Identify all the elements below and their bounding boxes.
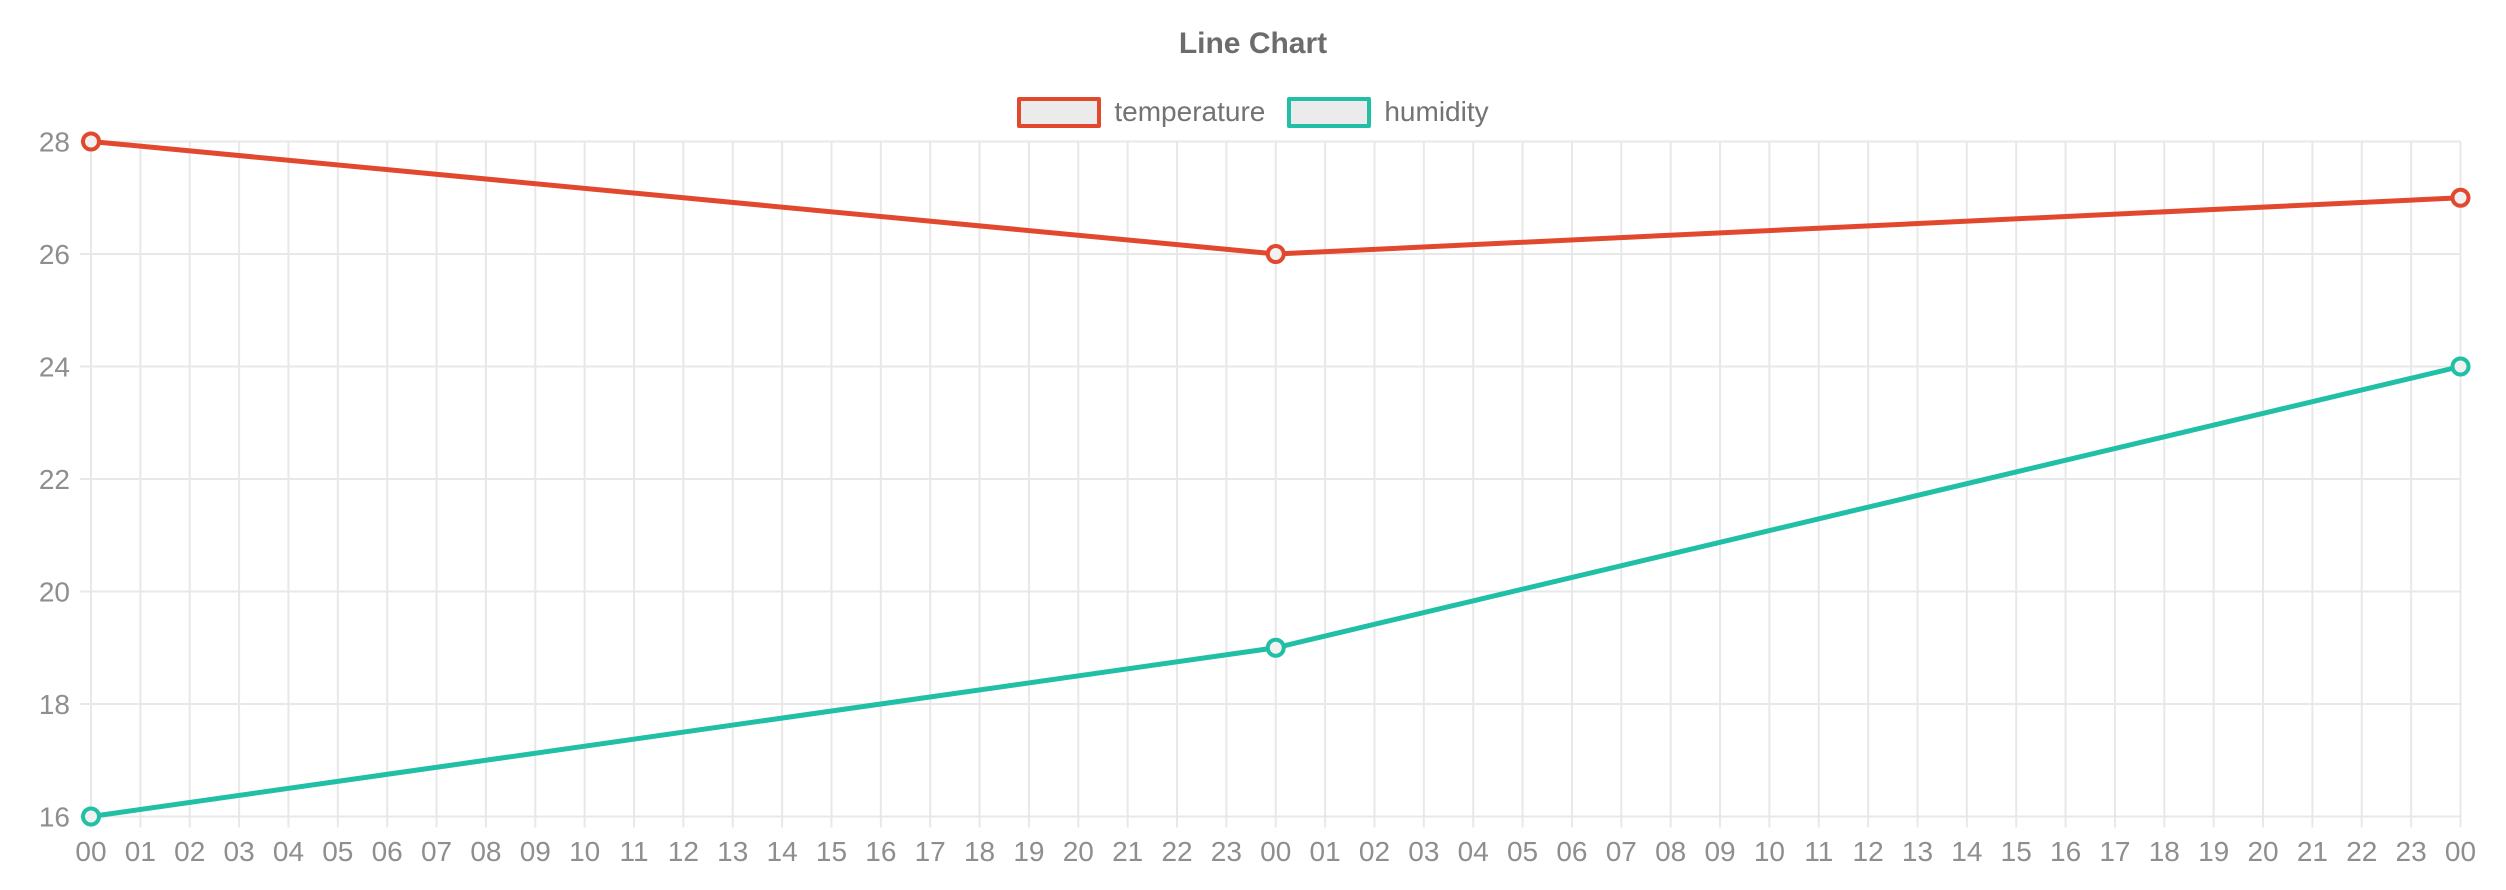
humidity-point[interactable]: [2450, 356, 2471, 377]
humidity-point[interactable]: [1265, 637, 1286, 658]
x-tick-label: 12: [668, 836, 699, 867]
legend-item-humidity[interactable]: humidity: [1287, 96, 1489, 128]
y-tick-label: 26: [39, 239, 70, 270]
x-tick-label: 21: [2297, 836, 2328, 867]
x-tick-label: 20: [1063, 836, 1094, 867]
humidity-point[interactable]: [81, 806, 101, 827]
x-tick-label: 09: [520, 836, 551, 867]
x-tick-label: 08: [470, 836, 501, 867]
x-tick-label: 16: [865, 836, 896, 867]
x-tick-label: 06: [1556, 836, 1587, 867]
x-tick-label: 00: [75, 836, 106, 867]
chart-legend: temperature humidity: [0, 96, 2506, 128]
x-tick-label: 19: [2198, 836, 2229, 867]
legend-swatch-temperature: [1017, 96, 1102, 128]
x-tick-label: 08: [1655, 836, 1686, 867]
legend-label: humidity: [1384, 96, 1489, 127]
x-tick-label: 15: [2001, 836, 2032, 867]
x-tick-label: 07: [421, 836, 452, 867]
x-tick-label: 02: [1359, 836, 1390, 867]
x-tick-label: 19: [1013, 836, 1044, 867]
y-tick-label: 18: [39, 689, 70, 720]
x-tick-label: 23: [2396, 836, 2427, 867]
y-tick-label: 22: [39, 464, 70, 495]
x-tick-label: 23: [1211, 836, 1242, 867]
chart-title: Line Chart: [1178, 27, 1328, 60]
y-tick-label: 28: [39, 127, 70, 158]
x-tick-label: 17: [2099, 836, 2130, 867]
legend-label: temperature: [1114, 96, 1266, 127]
x-tick-label: 01: [125, 836, 156, 867]
x-tick-label: 20: [2247, 836, 2278, 867]
x-tick-label: 03: [224, 836, 255, 867]
temperature-point[interactable]: [81, 131, 101, 152]
x-tick-label: 14: [767, 836, 798, 867]
x-tick-label: 10: [1754, 836, 1785, 867]
x-tick-label: 18: [2149, 836, 2180, 867]
x-tick-label: 13: [717, 836, 748, 867]
x-tick-label: 04: [1458, 836, 1489, 867]
x-tick-label: 22: [1161, 836, 1192, 867]
x-tick-label: 16: [2050, 836, 2081, 867]
x-tick-label: 15: [816, 836, 847, 867]
x-tick-label: 05: [1507, 836, 1538, 867]
x-tick-label: 01: [1310, 836, 1341, 867]
temperature-point[interactable]: [1265, 244, 1286, 264]
x-tick-label: 21: [1112, 836, 1143, 867]
x-tick-label: 11: [1804, 836, 1833, 867]
x-tick-label: 14: [1951, 836, 1982, 867]
y-tick-label: 20: [39, 577, 70, 608]
x-tick-label: 18: [964, 836, 995, 867]
legend-swatch-humidity: [1287, 96, 1372, 128]
x-tick-label: 10: [569, 836, 600, 867]
x-tick-label: 05: [322, 836, 353, 867]
x-tick-label: 17: [915, 836, 946, 867]
x-tick-label: 03: [1408, 836, 1439, 867]
x-tick-label: 12: [1853, 836, 1884, 867]
y-tick-label: 24: [39, 352, 70, 383]
x-tick-label: 06: [372, 836, 403, 867]
x-tick-label: 11: [619, 836, 648, 867]
temperature-point[interactable]: [2450, 187, 2471, 208]
x-tick-label: 00: [2445, 836, 2476, 867]
x-tick-label: 04: [273, 836, 304, 867]
x-tick-label: 22: [2346, 836, 2377, 867]
x-tick-label: 13: [1902, 836, 1933, 867]
x-tick-label: 02: [174, 836, 205, 867]
x-tick-label: 09: [1704, 836, 1735, 867]
x-tick-label: 07: [1606, 836, 1637, 867]
legend-item-temperature[interactable]: temperature: [1017, 96, 1266, 128]
x-tick-label: 00: [1260, 836, 1291, 867]
y-tick-label: 16: [39, 802, 70, 833]
